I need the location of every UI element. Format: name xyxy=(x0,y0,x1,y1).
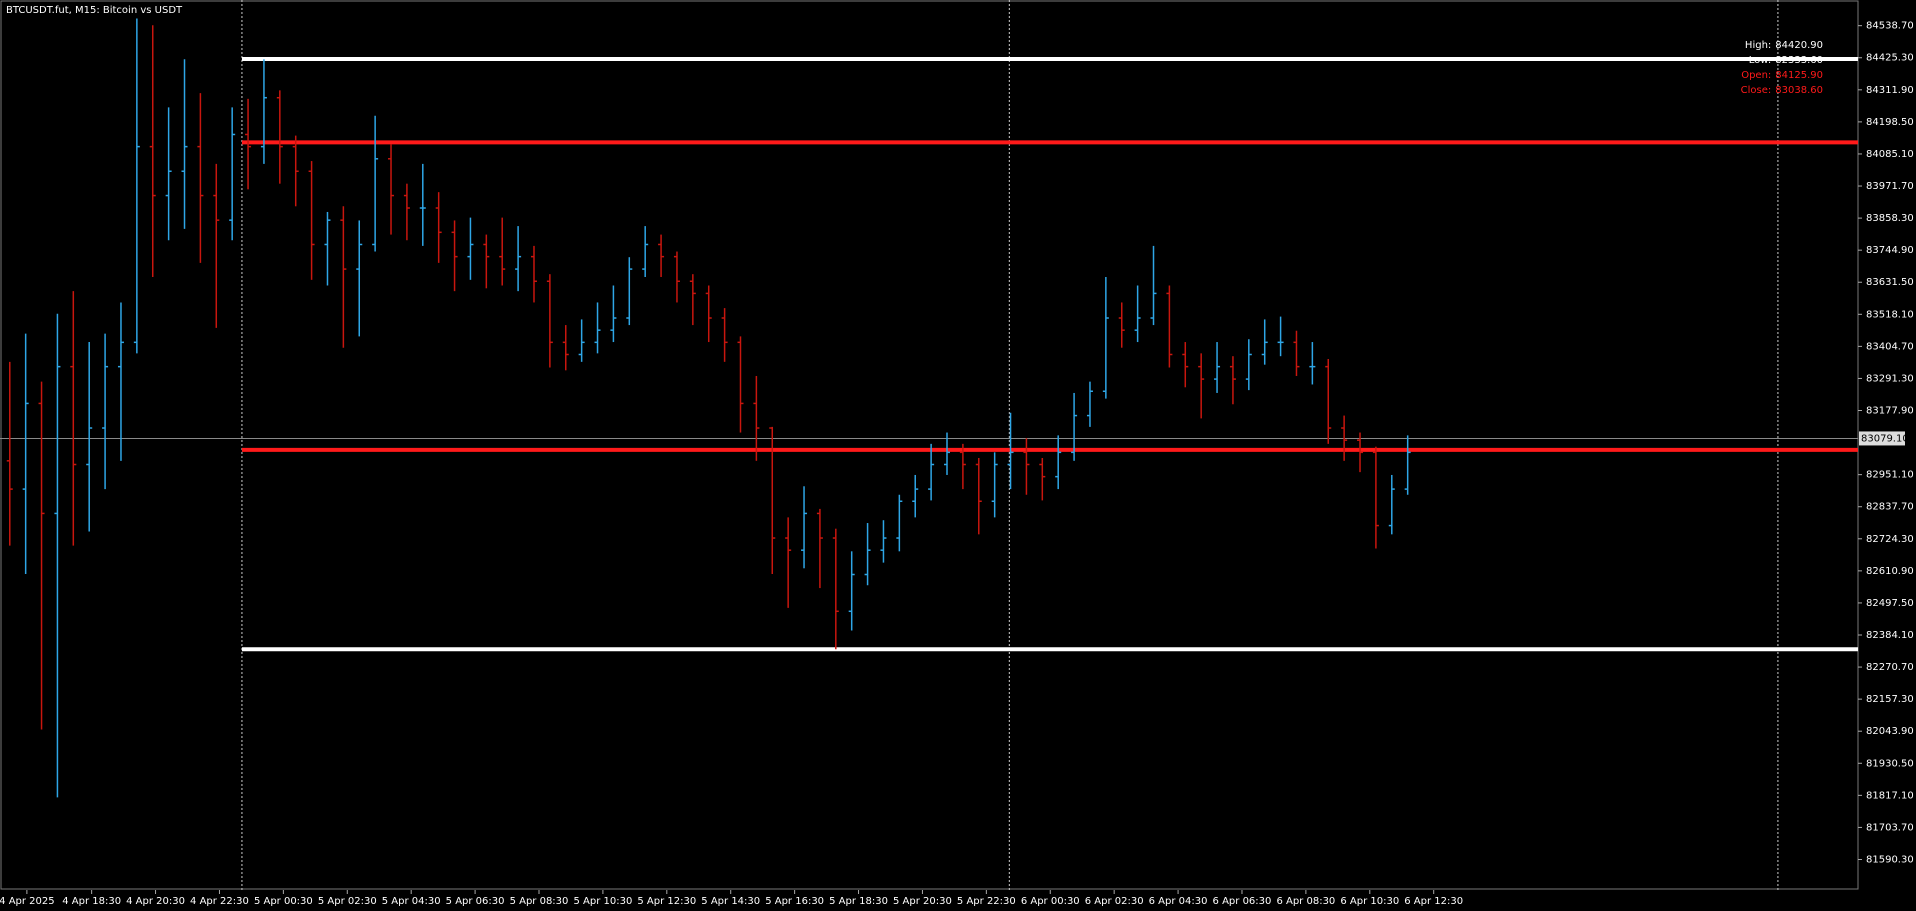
y-tick-label: 83971.70 xyxy=(1866,181,1914,192)
x-tick-label: 6 Apr 08:30 xyxy=(1276,896,1335,907)
level-value: 82333.60 xyxy=(1775,55,1823,66)
y-tick-label: 84198.50 xyxy=(1866,117,1914,128)
x-tick-label: 6 Apr 04:30 xyxy=(1149,896,1208,907)
plot-frame xyxy=(0,0,1859,890)
level-legend: Close: 83038.60 xyxy=(1741,85,1823,96)
level-name: Low: xyxy=(1749,55,1772,66)
y-tick-label: 82497.50 xyxy=(1866,598,1914,609)
y-tick-label: 83858.30 xyxy=(1866,213,1914,224)
y-tick-label: 82043.90 xyxy=(1866,726,1914,737)
x-tick-label: 5 Apr 14:30 xyxy=(701,896,760,907)
y-tick-label: 82724.30 xyxy=(1866,534,1914,545)
y-tick-label: 82837.70 xyxy=(1866,502,1914,513)
y-tick-label: 84085.10 xyxy=(1866,149,1914,160)
level-value: 84125.90 xyxy=(1775,70,1823,81)
y-tick-label: 82384.10 xyxy=(1866,630,1914,641)
level-name: High: xyxy=(1745,40,1771,51)
y-tick-label: 82951.10 xyxy=(1866,470,1914,481)
x-tick-label: 4 Apr 20:30 xyxy=(126,896,185,907)
level-legend: Open: 84125.90 xyxy=(1741,70,1823,81)
x-tick-label: 5 Apr 02:30 xyxy=(318,896,377,907)
x-tick-label: 6 Apr 10:30 xyxy=(1340,896,1399,907)
y-tick-label: 81817.10 xyxy=(1866,790,1914,801)
x-tick-label: 5 Apr 10:30 xyxy=(573,896,632,907)
y-tick-label: 81590.30 xyxy=(1866,854,1914,865)
y-tick-label: 83518.10 xyxy=(1866,309,1914,320)
y-tick-label: 81703.70 xyxy=(1866,822,1914,833)
x-tick-label: 5 Apr 12:30 xyxy=(637,896,696,907)
x-tick-label: 5 Apr 00:30 xyxy=(254,896,313,907)
x-tick-label: 5 Apr 04:30 xyxy=(382,896,441,907)
x-tick-label: 5 Apr 20:30 xyxy=(893,896,952,907)
y-tick-label: 84538.70 xyxy=(1866,21,1914,32)
y-tick-label: 83404.70 xyxy=(1866,341,1914,352)
level-name: Open: xyxy=(1741,70,1771,81)
level-name: Close: xyxy=(1741,85,1772,96)
chart-title: BTCUSDT.fut, M15: Bitcoin vs USDT xyxy=(6,5,183,16)
y-tick-label: 82157.30 xyxy=(1866,694,1914,705)
last-price-box xyxy=(1859,431,1905,446)
level-legend: High: 84420.90 xyxy=(1745,40,1823,51)
x-tick-label: 6 Apr 02:30 xyxy=(1085,896,1144,907)
last-price-label: 83079.10 xyxy=(1861,433,1909,444)
level-value: 83038.60 xyxy=(1775,85,1823,96)
x-tick-label: 4 Apr 2025 xyxy=(0,896,55,907)
x-tick-label: 5 Apr 16:30 xyxy=(765,896,824,907)
y-tick-label: 83744.90 xyxy=(1866,245,1914,256)
y-tick-label: 83177.90 xyxy=(1866,406,1914,417)
x-tick-label: 5 Apr 22:30 xyxy=(957,896,1016,907)
level-value: 84420.90 xyxy=(1775,40,1823,51)
y-tick-label: 81930.50 xyxy=(1866,758,1914,769)
x-tick-label: 6 Apr 06:30 xyxy=(1213,896,1272,907)
level-legend: Low: 82333.60 xyxy=(1749,55,1823,66)
x-tick-label: 5 Apr 08:30 xyxy=(510,896,569,907)
y-tick-label: 82270.70 xyxy=(1866,662,1914,673)
y-tick-label: 82610.90 xyxy=(1866,566,1914,577)
y-tick-label: 84425.30 xyxy=(1866,53,1914,64)
y-tick-label: 83291.30 xyxy=(1866,373,1914,384)
x-tick-label: 5 Apr 06:30 xyxy=(446,896,505,907)
x-tick-label: 6 Apr 12:30 xyxy=(1404,896,1463,907)
x-tick-label: 5 Apr 18:30 xyxy=(829,896,888,907)
y-tick-label: 83631.50 xyxy=(1866,277,1914,288)
y-tick-label: 84311.90 xyxy=(1866,85,1914,96)
x-tick-label: 4 Apr 18:30 xyxy=(62,896,121,907)
x-tick-label: 4 Apr 22:30 xyxy=(190,896,249,907)
x-tick-label: 6 Apr 00:30 xyxy=(1021,896,1080,907)
